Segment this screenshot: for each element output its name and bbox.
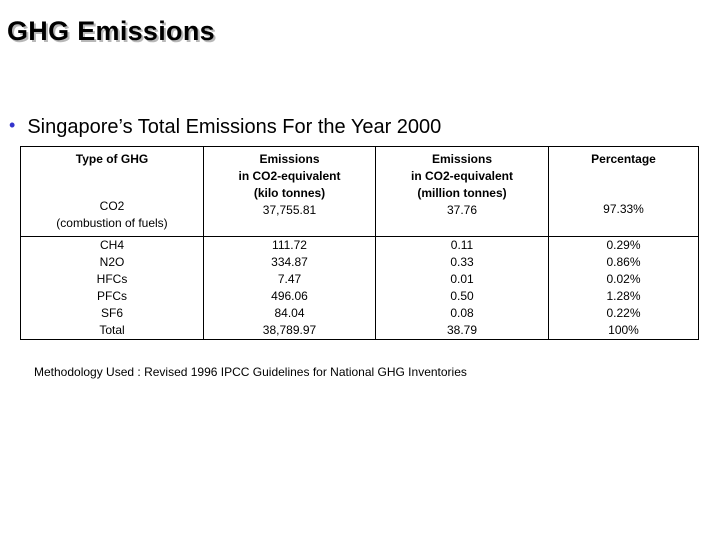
percentage-value: 0.02%: [606, 272, 641, 286]
million-value: 0.33: [450, 255, 474, 269]
header-million-line: in CO2-equivalent: [410, 169, 514, 183]
percentage-value: 0.29%: [606, 238, 641, 252]
co2-kilo: 37,755.81: [262, 203, 317, 217]
gas-name: CH4: [99, 238, 124, 252]
header-kilo-line: (kilo tonnes): [253, 186, 326, 200]
cell-kilo: Emissions in CO2-equivalent (kilo tonnes…: [203, 146, 376, 237]
header-percentage: Percentage: [591, 152, 656, 166]
header-kilo-line: in CO2-equivalent: [238, 169, 341, 183]
cell-million: Emissions in CO2-equivalent (million ton…: [375, 146, 549, 237]
others-kilo-cell: 111.72 334.87 7.47 496.06 84.04 38,789.9…: [203, 236, 376, 340]
gas-name: HFCs: [96, 272, 128, 286]
kilo-value: 7.47: [277, 272, 302, 286]
header-type: Type of GHG: [75, 152, 149, 166]
million-value: 38.79: [446, 323, 478, 337]
million-value: 0.11: [450, 238, 474, 252]
gas-name: Total: [99, 323, 125, 337]
cell-percentage: Percentage 97.33%: [548, 146, 699, 237]
million-value: 0.08: [450, 306, 474, 320]
percentage-value: 1.28%: [606, 289, 641, 303]
header-million-line: Emissions: [431, 152, 493, 166]
table-row: Type of GHG CO2 (combustion of fuels) Em…: [20, 146, 699, 237]
others-percentage-cell: 0.29% 0.86% 0.02% 1.28% 0.22% 100%: [548, 236, 699, 340]
percentage-value: 100%: [608, 323, 639, 337]
co2-type-name: CO2: [99, 199, 125, 213]
header-kilo-line: Emissions: [259, 152, 320, 166]
gas-name: N2O: [99, 255, 125, 269]
table-row: CH4 N2O HFCs PFCs SF6 Total 111.72 334.8…: [20, 236, 699, 340]
kilo-value: 496.06: [271, 289, 308, 303]
header-kilo: Emissions in CO2-equivalent (kilo tonnes…: [204, 147, 375, 202]
kilo-value: 334.87: [271, 255, 308, 269]
kilo-value: 84.04: [274, 306, 305, 320]
subtitle-text: Singapore’s Total Emissions For the Year…: [27, 116, 442, 138]
others-type-cell: CH4 N2O HFCs PFCs SF6 Total: [20, 236, 204, 340]
others-million-cell: 0.11 0.33 0.01 0.50 0.08 38.79: [375, 236, 549, 340]
methodology-note: Methodology Used : Revised 1996 IPCC Gui…: [34, 365, 467, 379]
percentage-value: 0.22%: [606, 306, 641, 320]
gas-name: PFCs: [97, 289, 127, 303]
emissions-table: Type of GHG CO2 (combustion of fuels) Em…: [20, 146, 699, 340]
header-million: Emissions in CO2-equivalent (million ton…: [376, 147, 548, 202]
co2-percentage: 97.33%: [603, 202, 644, 216]
subtitle-bullet: • Singapore’s Total Emissions For the Yea…: [9, 115, 442, 139]
slide-title: GHG Emissions: [7, 16, 215, 46]
million-value: 0.01: [450, 272, 474, 286]
bullet-icon: •: [9, 115, 16, 135]
co2-type: CO2 (combustion of fuels): [21, 198, 203, 232]
gas-name: SF6: [100, 306, 123, 320]
percentage-value: 0.86%: [606, 255, 641, 269]
cell-type: Type of GHG CO2 (combustion of fuels): [20, 146, 204, 237]
header-million-line: (million tonnes): [417, 186, 507, 200]
million-value: 0.50: [450, 289, 474, 303]
kilo-value: 38,789.97: [262, 323, 317, 337]
co2-type-note: (combustion of fuels): [56, 216, 168, 230]
co2-million: 37.76: [446, 203, 478, 217]
kilo-value: 111.72: [272, 238, 307, 252]
